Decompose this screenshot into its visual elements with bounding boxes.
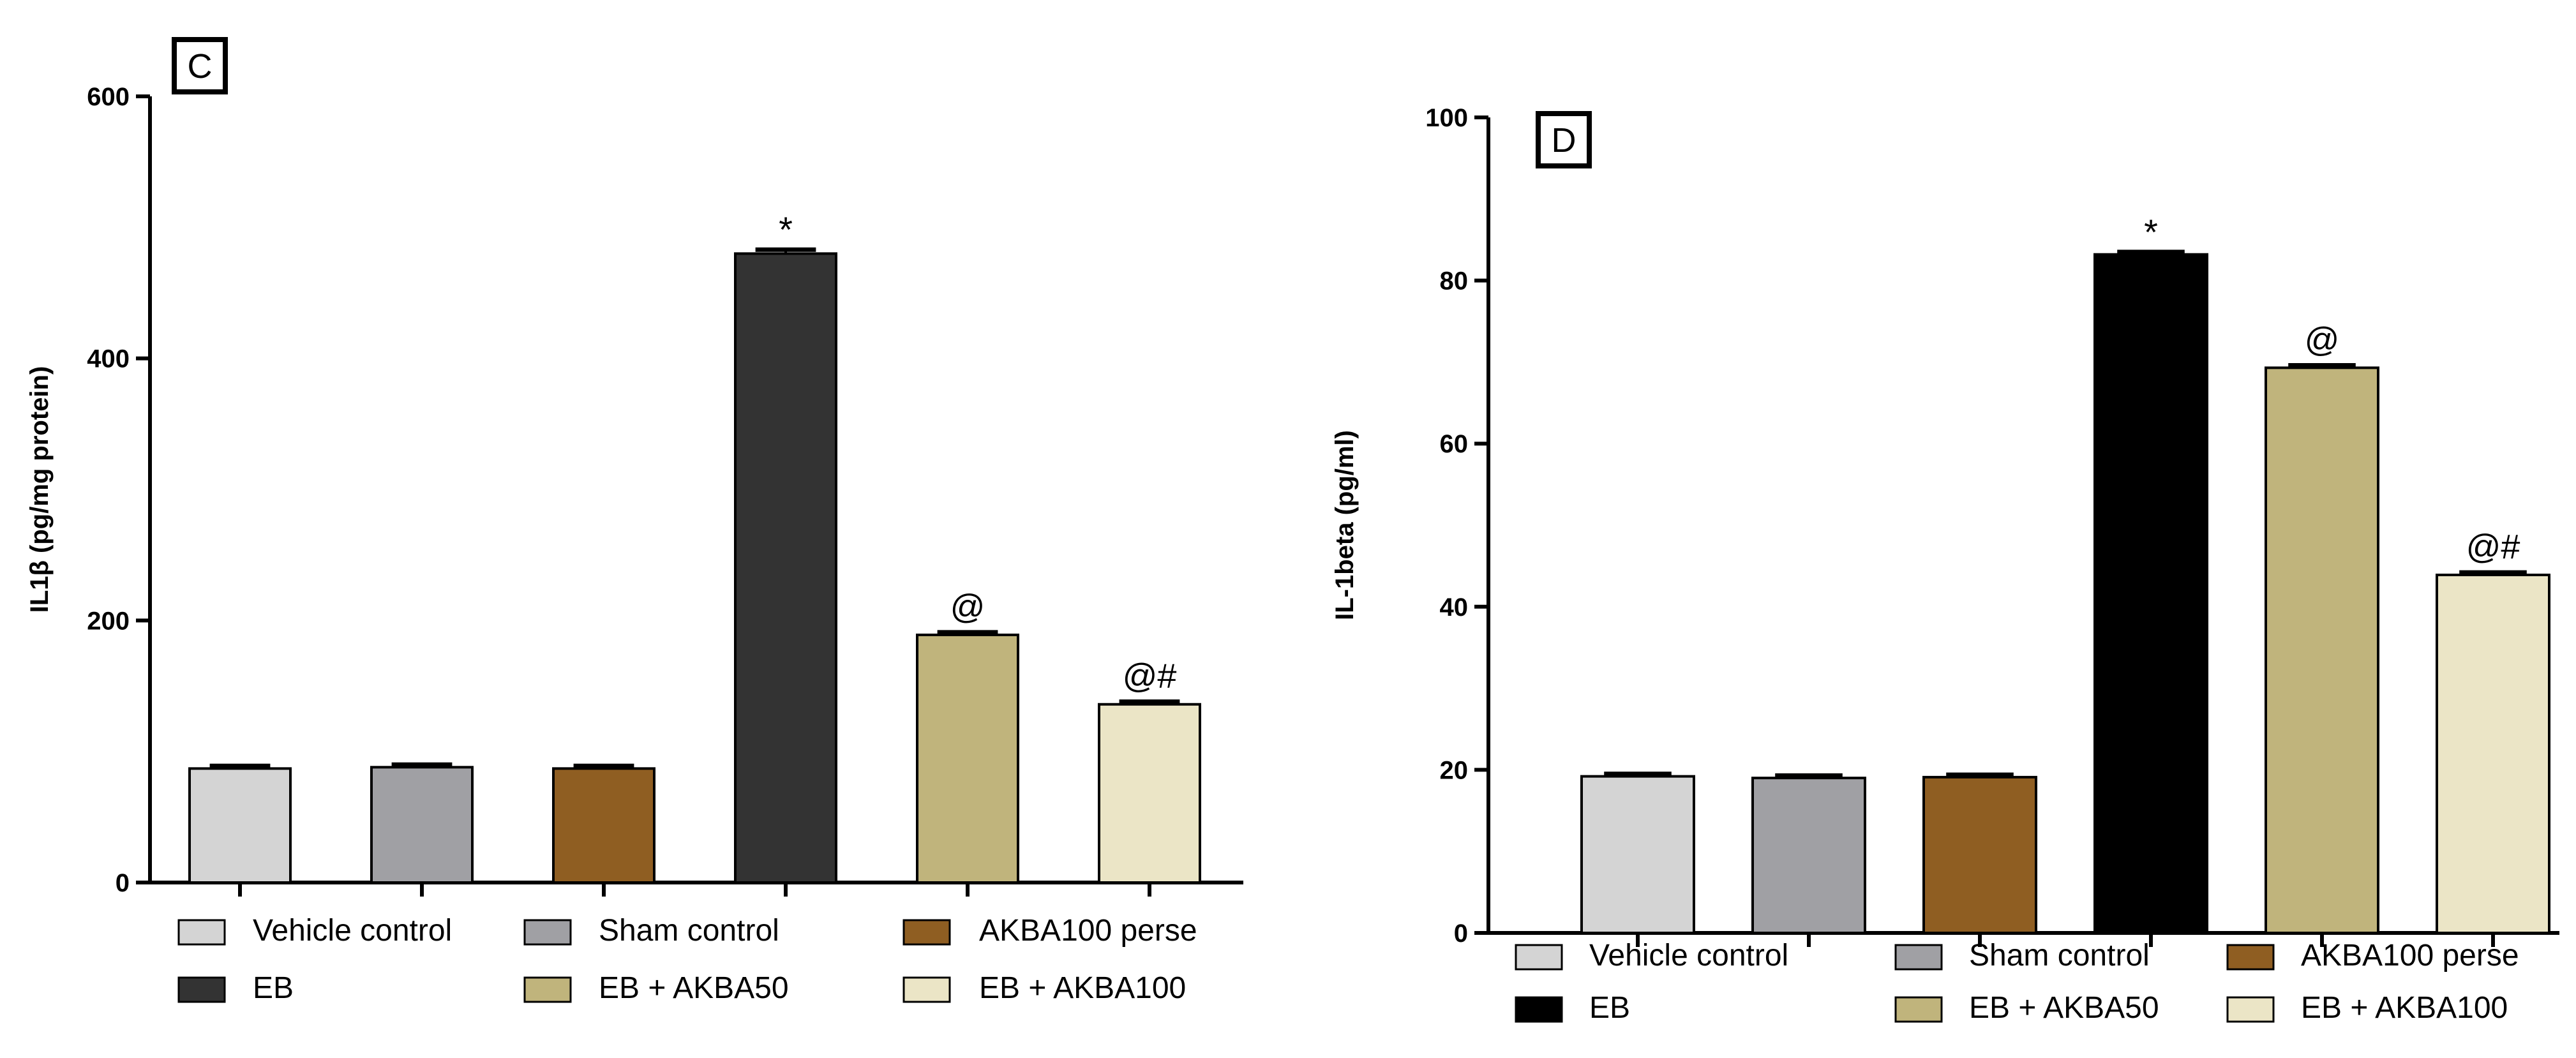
y-tick-label: 20 xyxy=(1440,756,1469,784)
y-tick-label: 0 xyxy=(1454,920,1468,948)
legend-swatch xyxy=(2226,944,2275,971)
panel-label: C xyxy=(188,47,213,86)
legend-label: EB + AKBA100 xyxy=(2301,991,2508,1025)
panel-label-box xyxy=(172,37,228,94)
significance-label: * xyxy=(2144,212,2158,252)
legend-label: Sham control xyxy=(599,914,779,948)
legend-swatch xyxy=(177,976,226,1003)
bar xyxy=(1098,703,1201,884)
legend-label: EB + AKBA50 xyxy=(599,971,789,1005)
bar xyxy=(1580,775,1695,935)
bar xyxy=(2093,253,2208,935)
bar xyxy=(916,633,1019,884)
legend-label: AKBA100 perse xyxy=(979,914,1197,948)
legend-label: Vehicle control xyxy=(253,914,452,948)
y-axis-label: IL-1beta (pg/ml) xyxy=(1331,430,1359,620)
y-tick-label: 400 xyxy=(87,345,130,373)
y-tick-label: 40 xyxy=(1440,593,1469,622)
legend-label: AKBA100 perse xyxy=(2301,939,2519,972)
bar xyxy=(2265,366,2379,934)
legend-label: EB + AKBA50 xyxy=(1969,991,2159,1025)
bar xyxy=(370,766,474,884)
y-tick-label: 100 xyxy=(1425,104,1468,132)
chart-panel-c: C 0 200 400 600 IL1β (pg/mg protein) * @ @# Vehic… xyxy=(26,37,1243,1005)
y-axis-label: IL1β (pg/mg protein) xyxy=(26,366,54,613)
legend-swatch xyxy=(902,919,951,946)
legend-swatch xyxy=(1894,944,1943,971)
bar xyxy=(1751,777,1866,935)
significance-label: @ xyxy=(2305,321,2340,359)
significance-label: * xyxy=(779,209,793,250)
y-tick-label: 200 xyxy=(87,607,130,635)
bar xyxy=(1922,775,2037,934)
y-tick-label: 600 xyxy=(87,83,130,111)
legend-label: EB + AKBA100 xyxy=(979,971,1186,1005)
legend-label: EB xyxy=(253,971,294,1005)
legend-swatch xyxy=(2226,996,2275,1023)
legend-swatch xyxy=(902,976,951,1003)
legend-swatch xyxy=(1515,996,1563,1023)
bar xyxy=(2436,573,2550,934)
bar xyxy=(734,252,837,884)
legend-swatch xyxy=(1515,944,1563,971)
legend-swatch xyxy=(523,976,572,1003)
legend-swatch xyxy=(177,919,226,946)
legend-swatch xyxy=(1894,996,1943,1023)
legend-swatch xyxy=(523,919,572,946)
chart-panel-d: D 0 20 40 60 80 100 IL-1beta (pg/ml) * @ @# Vehicle… xyxy=(1331,104,2559,1025)
legend-label: EB xyxy=(1589,991,1630,1025)
legend-label: Sham control xyxy=(1969,939,2150,972)
significance-label: @# xyxy=(1123,657,1177,696)
legend-label: Vehicle control xyxy=(1589,939,1788,972)
panel-label-box xyxy=(1536,111,1592,168)
significance-label: @ xyxy=(950,588,985,626)
y-tick-label: 80 xyxy=(1440,267,1469,295)
y-tick-label: 60 xyxy=(1440,430,1469,458)
panel-label: D xyxy=(1552,121,1576,160)
bar xyxy=(552,767,655,884)
bar xyxy=(188,767,292,884)
y-tick-label: 0 xyxy=(116,869,130,897)
significance-label: @# xyxy=(2466,528,2520,566)
